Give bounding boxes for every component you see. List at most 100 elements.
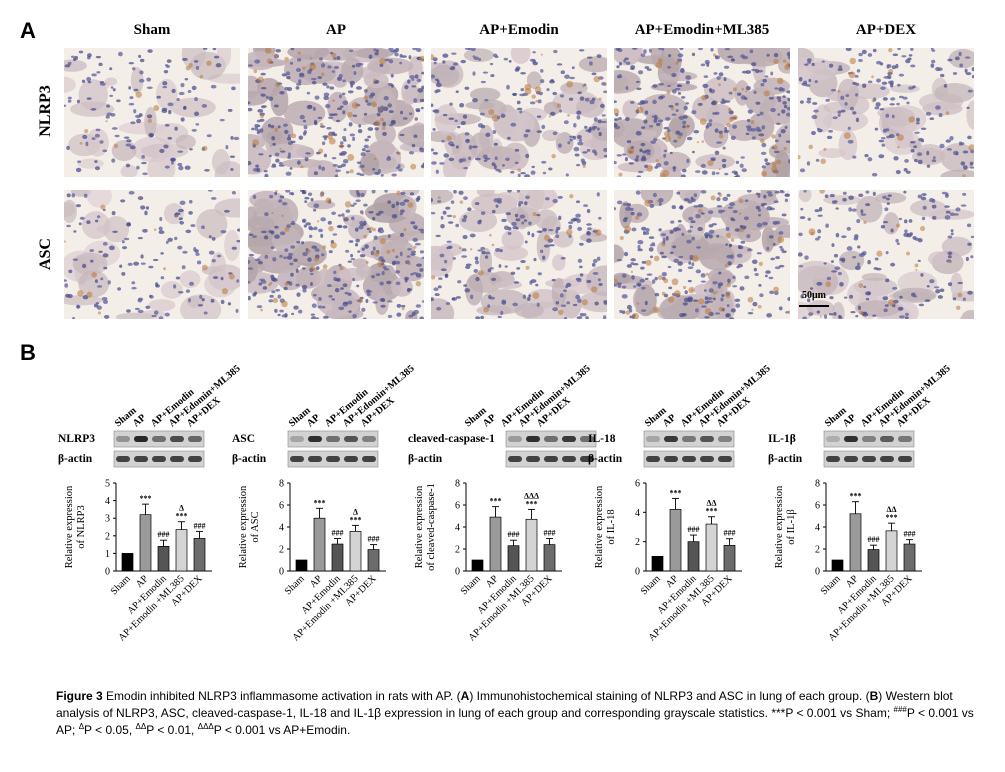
y-tick-label-4-3: 6 xyxy=(815,501,820,512)
actin-band-0-1 xyxy=(134,456,148,462)
bar-4-4 xyxy=(903,543,916,572)
annotation-2-3-1: ΔΔΔ xyxy=(524,491,539,500)
y-tick-label-2-1: 2 xyxy=(455,545,460,556)
y-tick-label-4-0: 0 xyxy=(815,567,820,578)
sig-sham-text: P < 0.001 vs Sham; xyxy=(785,706,891,720)
scale-bar xyxy=(799,305,829,307)
y-axis-label-3: Relative expressionof IL-18 xyxy=(594,485,617,568)
annotation-0-4-0: ### xyxy=(194,521,206,530)
blot-band-0-4 xyxy=(188,436,202,442)
bar-3-0 xyxy=(651,555,664,572)
annotation-3-3-0: *** xyxy=(706,507,718,516)
figure-caption: Figure 3 Emodin inhibited NLRP3 inflamma… xyxy=(56,689,974,737)
ihc-image-asc-2 xyxy=(431,190,607,319)
sig-delta3-text: P < 0.001 vs AP+Emodin. xyxy=(213,723,351,737)
y-axis-label-0: Relative expressionof NLRP3 xyxy=(64,485,87,568)
y-tick-label-1-2: 4 xyxy=(279,523,284,534)
sig-delta3-symbol: ΔΔΔ xyxy=(197,722,214,731)
blot-label-3: IL-18 xyxy=(588,433,616,445)
blot-band-1-0 xyxy=(290,436,304,442)
y-tick-label-2-0: 0 xyxy=(455,567,460,578)
y-tick-label-0-1: 1 xyxy=(105,549,110,560)
bar-4-3 xyxy=(885,530,898,572)
sig-delta1-text: P < 0.05, xyxy=(84,723,133,737)
bar-4-2 xyxy=(867,549,880,572)
y-tick-label-1-0: 0 xyxy=(279,567,284,578)
bar-0-3 xyxy=(175,529,188,572)
blot-band-1-3 xyxy=(344,436,358,442)
actin-band-2-3 xyxy=(562,456,576,462)
actin-band-4-1 xyxy=(844,456,858,462)
y-tick-label-3-1: 2 xyxy=(635,537,640,548)
annotation-0-3-0: *** xyxy=(176,512,188,521)
annotation-3-3-1: ΔΔ xyxy=(706,499,716,508)
panel-b-letter: B xyxy=(20,340,36,365)
column-label-0: Sham xyxy=(133,22,171,38)
y-tick-label-2-2: 4 xyxy=(455,523,460,534)
y-tick-label-1-3: 6 xyxy=(279,501,284,512)
bar-2-4 xyxy=(543,544,556,572)
annotation-4-3-0: *** xyxy=(886,513,898,522)
y-tick-label-3-3: 6 xyxy=(635,479,640,490)
panel-a-letter: A xyxy=(20,18,36,43)
annotation-1-2-0: ### xyxy=(332,529,344,538)
annotation-1-3-1: Δ xyxy=(353,507,358,516)
blot-band-0-1 xyxy=(134,436,148,442)
chart-panel-1: Sham AP AP+Emodin AP+Edomin+ML385 AP+DEX ASC β… xyxy=(232,345,432,675)
scale-bar-label: 50μm xyxy=(802,290,826,301)
annotation-4-3-1: ΔΔ xyxy=(886,505,896,514)
actin-band-2-0 xyxy=(508,456,522,462)
column-label-3: AP+Emodin+ML385 xyxy=(634,22,770,38)
blot-label-1: ASC xyxy=(232,433,255,445)
annotation-2-2-0: ### xyxy=(508,530,520,539)
actin-band-2-1 xyxy=(526,456,540,462)
blot-band-4-0 xyxy=(826,436,840,442)
y-tick-label-3-2: 4 xyxy=(635,508,640,519)
y-tick-label-0-4: 4 xyxy=(105,496,110,507)
annotation-2-1-0: *** xyxy=(490,497,502,506)
y-axis-label-4: Relative expressionof IL-1β xyxy=(774,485,797,568)
ihc-image-asc-4 xyxy=(798,190,974,319)
caption-figure-label: Figure 3 xyxy=(56,689,103,703)
caption-a-label: A xyxy=(460,689,470,703)
y-tick-label-4-2: 4 xyxy=(815,523,820,534)
actin-band-1-2 xyxy=(326,456,340,462)
blot-band-0-3 xyxy=(170,436,184,442)
blot-band-2-0 xyxy=(508,436,522,442)
ihc-image-nlrp3-3 xyxy=(614,48,790,177)
column-label-1: AP xyxy=(326,22,346,38)
blot-label-4: IL-1β xyxy=(768,433,796,445)
actin-band-0-3 xyxy=(170,456,184,462)
ihc-image-asc-0 xyxy=(64,190,240,319)
y-tick-label-4-1: 2 xyxy=(815,545,820,556)
blot-band-3-0 xyxy=(646,436,660,442)
bar-4-1 xyxy=(849,513,862,572)
blot-band-2-4 xyxy=(580,436,594,442)
sig-delta1-symbol: Δ xyxy=(78,722,85,731)
x-tick-label-1-0: Sham xyxy=(283,573,307,597)
annotation-1-4-0: ### xyxy=(368,535,380,544)
blot-band-4-4 xyxy=(898,436,912,442)
row-label-asc: ASC xyxy=(37,238,54,271)
annotation-4-2-0: ### xyxy=(868,535,880,544)
actin-band-3-1 xyxy=(664,456,678,462)
bar-0-0 xyxy=(121,553,134,572)
x-tick-label-3-0: Sham xyxy=(639,573,663,597)
actin-band-1-0 xyxy=(290,456,304,462)
actin-band-4-3 xyxy=(880,456,894,462)
bar-0-4 xyxy=(193,538,206,572)
y-tick-label-0-3: 3 xyxy=(105,514,110,525)
annotation-3-1-0: *** xyxy=(670,488,682,497)
y-tick-label-2-4: 8 xyxy=(455,479,460,490)
blot-band-3-3 xyxy=(700,436,714,442)
chart-panel-4: Sham AP AP+Emodin AP+Edomin+ML385 AP+DEX IL-1… xyxy=(768,345,968,675)
y-tick-label-3-0: 0 xyxy=(635,567,640,578)
bar-1-1 xyxy=(313,517,326,572)
ihc-image-nlrp3-1 xyxy=(248,48,424,177)
bar-4-0 xyxy=(831,559,844,572)
sig-delta2-symbol: ΔΔ xyxy=(135,722,147,731)
actin-label-2: β-actin xyxy=(408,453,443,465)
chart-panel-0: Sham AP AP+Emodin AP+Edomin+ML385 AP+DEX NLRP… xyxy=(58,345,258,675)
bar-2-1 xyxy=(489,516,502,572)
